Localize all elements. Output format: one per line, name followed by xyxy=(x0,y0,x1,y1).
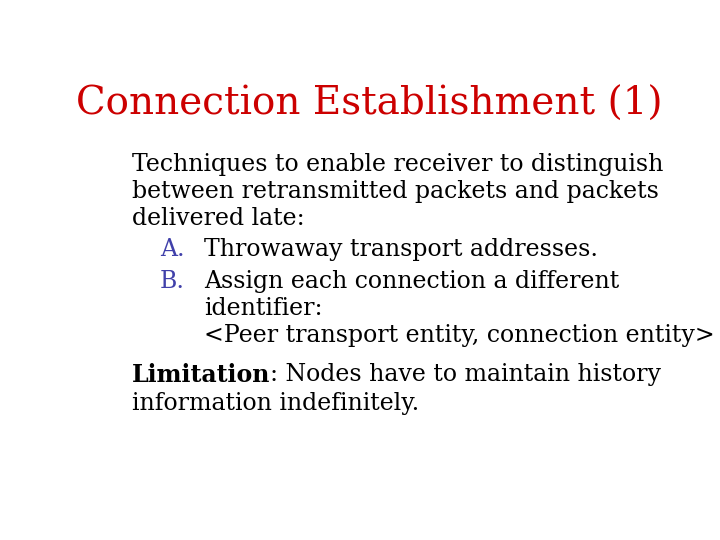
Text: Limitation: Limitation xyxy=(132,362,270,387)
Text: information indefinitely.: information indefinitely. xyxy=(132,392,419,415)
Text: <Peer transport entity, connection entity>: <Peer transport entity, connection entit… xyxy=(204,323,715,347)
Text: Assign each connection a different: Assign each connection a different xyxy=(204,269,620,293)
Text: Techniques to enable receiver to distinguish: Techniques to enable receiver to disting… xyxy=(132,153,663,176)
Text: Throwaway transport addresses.: Throwaway transport addresses. xyxy=(204,238,598,261)
Text: A.: A. xyxy=(160,238,184,261)
Text: between retransmitted packets and packets: between retransmitted packets and packet… xyxy=(132,180,659,203)
Text: : Nodes have to maintain history: : Nodes have to maintain history xyxy=(270,363,661,386)
Text: delivered late:: delivered late: xyxy=(132,207,305,230)
Text: Connection Establishment (1): Connection Establishment (1) xyxy=(76,86,662,123)
Text: B.: B. xyxy=(160,269,185,293)
Text: identifier:: identifier: xyxy=(204,296,323,320)
